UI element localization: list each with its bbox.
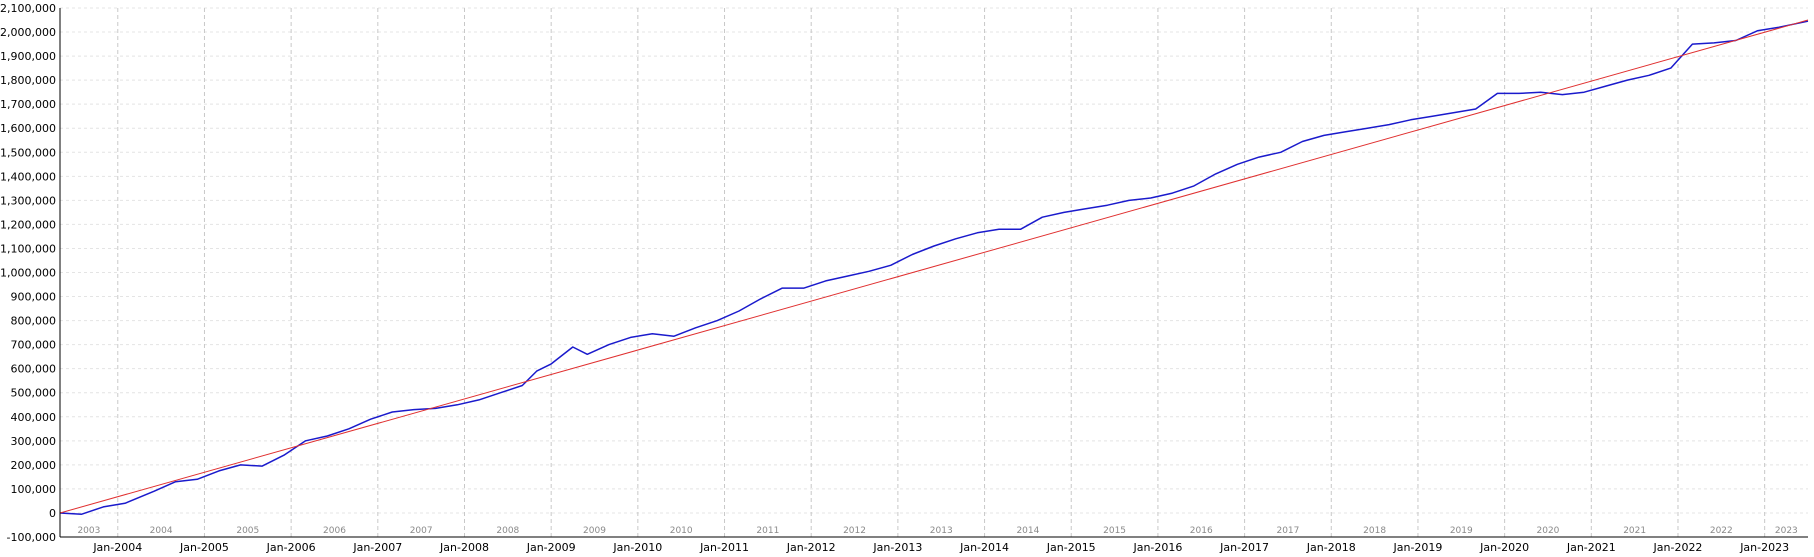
year-label: 2009 (583, 526, 606, 536)
x-axis-ticks: Jan-2004 Jan-2005 Jan-2006 Jan-2007 Jan-2008… (92, 541, 1789, 554)
year-label: 2017 (1276, 526, 1299, 536)
year-label: 2010 (670, 526, 693, 536)
x-tick-label: Jan-2016 (1132, 541, 1182, 554)
year-label: 2004 (150, 526, 173, 536)
x-tick-label: Jan-2011 (699, 541, 749, 554)
y-tick-label: 300,000 (11, 435, 57, 448)
y-tick-label: 800,000 (11, 315, 57, 328)
trend-line (59, 19, 1809, 514)
y-tick-label: 1,800,000 (0, 74, 56, 87)
x-tick-label: Jan-2008 (439, 541, 489, 554)
equity-line (59, 20, 1809, 515)
year-label: 2006 (323, 526, 346, 536)
y-tick-label: 0 (49, 507, 56, 520)
axes (59, 8, 1808, 538)
x-tick-label: Jan-2017 (1219, 541, 1269, 554)
x-tick-label: Jan-2021 (1566, 541, 1616, 554)
y-tick-label: 1,400,000 (0, 170, 56, 183)
y-tick-label: 500,000 (11, 387, 57, 400)
y-tick-label: 1,500,000 (0, 146, 56, 159)
series-lines (59, 19, 1809, 515)
y-axis-ticks: -100,000 0 100,000 200,000 300,000 400,000 500… (0, 2, 56, 544)
grid (60, 7, 1808, 538)
x-tick-label: Jan-2015 (1046, 541, 1096, 554)
x-tick-label: Jan-2013 (872, 541, 922, 554)
year-label: 2015 (1103, 526, 1126, 536)
year-label: 2016 (1190, 526, 1213, 536)
year-label: 2021 (1623, 526, 1646, 536)
x-tick-label: Jan-2018 (1306, 541, 1356, 554)
x-tick-label: Jan-2023 (1739, 541, 1789, 554)
x-tick-label: Jan-2014 (959, 541, 1009, 554)
year-label: 2023 (1775, 526, 1798, 536)
y-tick-label: 1,300,000 (0, 194, 56, 207)
x-tick-label: Jan-2022 (1653, 541, 1703, 554)
year-label: 2011 (756, 526, 779, 536)
x-tick-label: Jan-2012 (786, 541, 836, 554)
year-label: 2008 (496, 526, 519, 536)
year-label: 2013 (930, 526, 953, 536)
year-label: 2005 (236, 526, 259, 536)
year-label: 2019 (1450, 526, 1473, 536)
year-label: 2022 (1710, 526, 1733, 536)
x-tick-label: Jan-2009 (526, 541, 576, 554)
year-label: 2020 (1537, 526, 1560, 536)
y-tick-label: 200,000 (11, 459, 57, 472)
year-label: 2003 (77, 526, 100, 536)
y-tick-label: 1,100,000 (0, 242, 56, 255)
y-tick-label: 1,600,000 (0, 122, 56, 135)
x-tick-label: Jan-2005 (179, 541, 229, 554)
year-labels: 2003 2004 2005 2006 2007 2008 2009 2010 2011 2012… (77, 526, 1797, 536)
y-tick-label: 600,000 (11, 363, 57, 376)
y-tick-label: 2,100,000 (0, 2, 56, 15)
x-tick-label: Jan-2007 (352, 541, 402, 554)
year-label: 2014 (1016, 526, 1039, 536)
year-label: 2012 (843, 526, 866, 536)
x-tick-label: Jan-2019 (1392, 541, 1442, 554)
x-tick-label: Jan-2004 (92, 541, 142, 554)
y-tick-label: 2,000,000 (0, 26, 56, 39)
x-tick-label: Jan-2020 (1479, 541, 1529, 554)
y-tick-label: 100,000 (11, 483, 57, 496)
x-tick-label: Jan-2006 (266, 541, 316, 554)
y-tick-label: -100,000 (7, 531, 56, 544)
y-tick-label: 900,000 (11, 291, 57, 304)
y-tick-label: 1,900,000 (0, 50, 56, 63)
y-tick-label: 1,200,000 (0, 218, 56, 231)
x-tick-label: Jan-2010 (612, 541, 662, 554)
year-label: 2007 (410, 526, 433, 536)
y-tick-label: 1,700,000 (0, 98, 56, 111)
y-tick-label: 1,000,000 (0, 267, 56, 280)
y-tick-label: 700,000 (11, 339, 57, 352)
year-label: 2018 (1363, 526, 1386, 536)
y-tick-label: 400,000 (11, 411, 57, 424)
